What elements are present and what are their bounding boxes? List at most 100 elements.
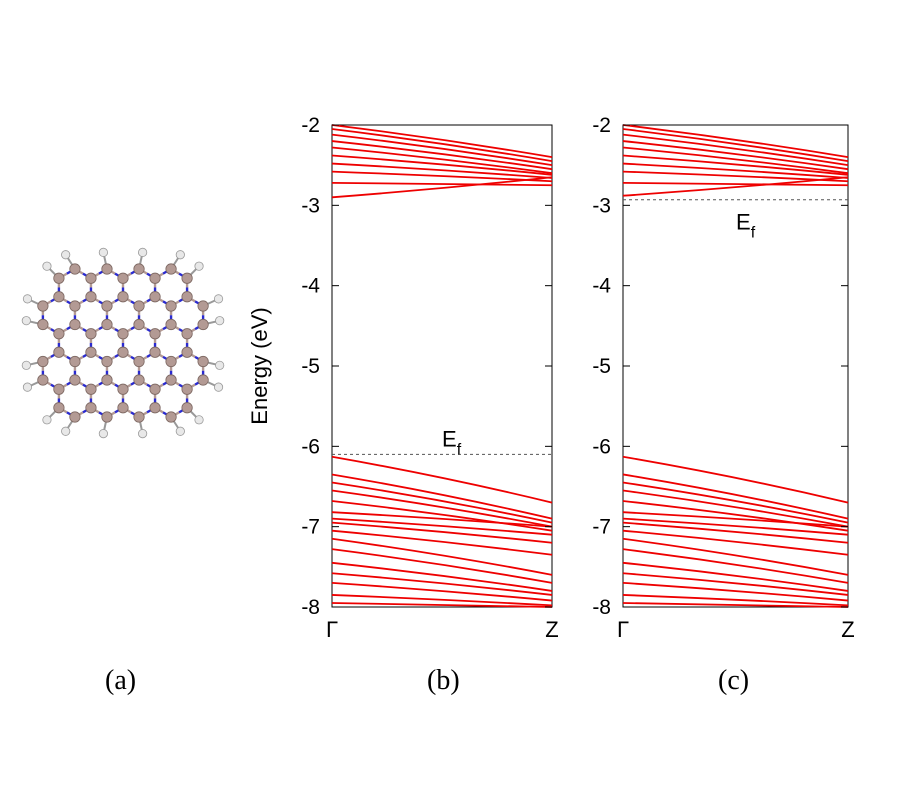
- fermi-label: Ef: [736, 210, 756, 242]
- boron-atom: [53, 402, 65, 414]
- boron-atom: [197, 374, 209, 386]
- boron-atom: [149, 383, 161, 395]
- y-tick-label: -8: [301, 596, 320, 619]
- hydrogen-atom: [138, 247, 148, 257]
- band-line: [331, 561, 553, 592]
- band-line: [622, 133, 849, 167]
- hydrogen-atom: [42, 261, 52, 271]
- x-tick-label: Z: [545, 617, 558, 642]
- band-line: [622, 500, 849, 532]
- hydrogen-atom: [22, 294, 33, 304]
- band-line: [622, 529, 849, 556]
- boron-atom: [133, 374, 145, 386]
- hydrogen-atom: [61, 426, 71, 436]
- band-line: [331, 133, 553, 167]
- boron-atom: [69, 300, 81, 312]
- band-line: [331, 146, 553, 175]
- boron-atom: [117, 346, 129, 358]
- hexagonal-bn-flake-icon: [21, 247, 225, 439]
- boron-atom: [165, 411, 177, 423]
- band-line: [622, 473, 849, 520]
- fermi-label: Ef: [442, 426, 462, 458]
- boron-atom: [101, 318, 113, 331]
- boron-atom: [181, 328, 193, 340]
- hydrogen-atom: [98, 429, 108, 439]
- boron-atom: [101, 263, 113, 275]
- boron-atom: [37, 318, 49, 331]
- boron-atom: [165, 300, 177, 312]
- band-line: [622, 521, 849, 544]
- band-line: [622, 162, 849, 179]
- band-line: [622, 481, 849, 524]
- band-line: [331, 176, 553, 199]
- boron-atom: [197, 355, 209, 368]
- band-line: [622, 561, 849, 592]
- y-tick-label: -7: [301, 516, 320, 539]
- y-tick-label: -4: [301, 275, 320, 298]
- boron-atom: [181, 272, 193, 284]
- y-tick-label: -6: [301, 435, 320, 458]
- panel-label-b: (b): [427, 665, 460, 696]
- boron-atom: [101, 355, 113, 368]
- boron-atom: [85, 383, 97, 395]
- hydrogen-atom: [61, 250, 71, 260]
- band-line: [331, 455, 553, 504]
- hydrogen-atom: [98, 247, 108, 257]
- hydrogen-atom: [194, 415, 204, 425]
- hydrogen-atom: [213, 382, 224, 392]
- band-line: [331, 537, 553, 576]
- band-line: [622, 572, 849, 596]
- band-line: [622, 128, 849, 163]
- band-line: [622, 511, 849, 528]
- boron-atom: [165, 374, 177, 386]
- band-line: [622, 154, 849, 176]
- band-line: [622, 594, 849, 607]
- boron-atom: [85, 328, 97, 340]
- band-line: [331, 124, 553, 159]
- boron-atom: [69, 318, 81, 331]
- boron-atom: [117, 291, 129, 303]
- hydrogen-atom: [21, 316, 31, 326]
- panel-label-a: (a): [105, 665, 137, 696]
- boron-atom: [149, 402, 161, 414]
- hydrogen-atom: [194, 261, 204, 271]
- band-line: [331, 517, 553, 536]
- boron-atom: [117, 402, 129, 414]
- band-line: [331, 140, 553, 171]
- band-line: [331, 548, 553, 584]
- boron-atom: [133, 300, 145, 312]
- hydrogen-atom: [215, 316, 225, 326]
- boron-atom: [133, 355, 145, 368]
- boron-atom: [181, 402, 193, 414]
- band-line: [622, 124, 849, 159]
- band-line: [331, 582, 553, 602]
- hydrogen-atom: [215, 360, 225, 370]
- boron-atom: [149, 272, 161, 284]
- hydrogen-atom: [42, 415, 52, 425]
- band-line: [331, 473, 553, 520]
- band-line: [331, 481, 553, 524]
- boron-atom: [69, 355, 81, 368]
- band-line: [622, 602, 849, 608]
- band-line: [622, 548, 849, 584]
- band-line: [622, 517, 849, 536]
- y-tick-label: -2: [592, 114, 611, 137]
- boron-atom: [69, 411, 81, 423]
- y-axis-label: Energy (eV): [247, 307, 272, 424]
- boron-atom: [197, 318, 209, 331]
- fermi-label-sub: f: [751, 225, 756, 242]
- boron-atom: [37, 355, 49, 368]
- band-line: [622, 140, 849, 171]
- boron-atom: [117, 328, 129, 340]
- boron-atom: [181, 383, 193, 395]
- band-line: [331, 489, 553, 528]
- boron-atom: [53, 346, 65, 358]
- boron-atom: [101, 300, 113, 312]
- boron-atom: [165, 355, 177, 368]
- y-tick-label: -8: [592, 596, 611, 619]
- hydrogen-atom: [213, 294, 224, 304]
- fermi-label-main: E: [736, 210, 751, 235]
- boron-atom: [149, 291, 161, 303]
- x-tick-label: Γ: [326, 617, 338, 642]
- y-tick-label: -7: [592, 516, 611, 539]
